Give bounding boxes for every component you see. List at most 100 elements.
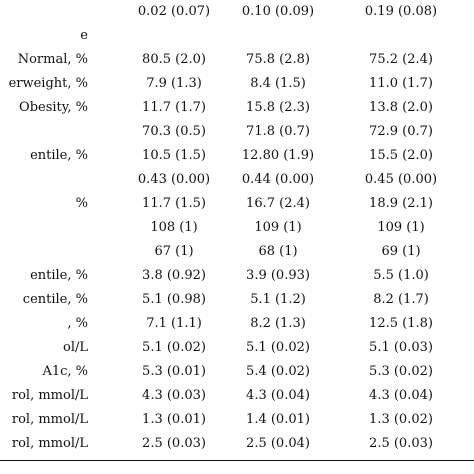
row-label-clip bbox=[0, 120, 88, 144]
table-row: 108 (1) 109 (1) 109 (1) bbox=[0, 216, 474, 240]
table-row: , % 7.1 (1.1) 8.2 (1.3) 12.5 (1.8) bbox=[0, 312, 474, 336]
cell-col-1: 10.5 (1.5) bbox=[142, 148, 206, 163]
cell-col-1: 1.3 (0.01) bbox=[142, 412, 206, 427]
cell-col-3: 0.45 (0.00) bbox=[364, 172, 438, 187]
cell-col-2: 12.80 (1.9) bbox=[241, 148, 315, 163]
row-label: A1c, % bbox=[42, 364, 88, 379]
cell-col-2: 5.4 (0.02) bbox=[246, 364, 310, 379]
cell-col-1: 2.5 (0.03) bbox=[142, 436, 206, 451]
cell-col-2: 5.1 (1.2) bbox=[250, 292, 306, 307]
cell-col-3: 2.5 (0.03) bbox=[369, 436, 433, 451]
cell-col-3: 109 (1) bbox=[377, 220, 425, 235]
cell-col-3: 0.19 (0.08) bbox=[364, 4, 438, 19]
cell-col-1: 67 (1) bbox=[154, 244, 194, 259]
cell-col-1: 7.9 (1.3) bbox=[146, 76, 202, 91]
cell-col-2: 75.8 (2.8) bbox=[246, 52, 310, 67]
cell-col-2: 68 (1) bbox=[258, 244, 298, 259]
row-label-clip bbox=[0, 240, 88, 264]
cell-col-3: 69 (1) bbox=[381, 244, 421, 259]
cell-col-3: 72.9 (0.7) bbox=[369, 124, 433, 139]
cell-col-2: 5.1 (0.02) bbox=[246, 340, 310, 355]
cell-col-3: 4.3 (0.04) bbox=[369, 388, 433, 403]
row-label: rol, mmol/L bbox=[11, 436, 88, 451]
table-row: centile, % 5.1 (0.98) 5.1 (1.2) 8.2 (1.7) bbox=[0, 288, 474, 312]
table-row: 0.02 (0.07) 0.10 (0.09) 0.19 (0.08) bbox=[0, 0, 474, 24]
cell-col-2: 8.2 (1.3) bbox=[250, 316, 306, 331]
cell-col-2: 3.9 (0.93) bbox=[246, 268, 310, 283]
row-label-clip bbox=[0, 0, 88, 24]
table-row: 70.3 (0.5) 71.8 (0.7) 72.9 (0.7) bbox=[0, 120, 474, 144]
row-label-clip: rol, mmol/L bbox=[0, 384, 88, 408]
row-label: ol/L bbox=[63, 340, 88, 355]
table-row: Normal, % 80.5 (2.0) 75.8 (2.8) 75.2 (2.4) bbox=[0, 48, 474, 72]
cell-col-2: 15.8 (2.3) bbox=[246, 100, 310, 115]
table-row: % 11.7 (1.5) 16.7 (2.4) 18.9 (2.1) bbox=[0, 192, 474, 216]
row-label: entile, % bbox=[30, 148, 88, 163]
row-label: Normal, % bbox=[17, 52, 88, 67]
table-row: rol, mmol/L 1.3 (0.01) 1.4 (0.01) 1.3 (0.02… bbox=[0, 408, 474, 432]
cell-col-3: 15.5 (2.0) bbox=[369, 148, 433, 163]
row-label-clip: , % bbox=[0, 312, 88, 336]
row-label-clip: rol, mmol/L bbox=[0, 432, 88, 456]
row-label-clip: centile, % bbox=[0, 288, 88, 312]
cell-col-1: 11.7 (1.7) bbox=[142, 100, 206, 115]
row-label-clip: ol/L bbox=[0, 336, 88, 360]
table-row: rol, mmol/L 4.3 (0.03) 4.3 (0.04) 4.3 (0.04… bbox=[0, 384, 474, 408]
row-label: % bbox=[75, 196, 88, 211]
cell-col-3: 18.9 (2.1) bbox=[369, 196, 433, 211]
cell-col-1: 80.5 (2.0) bbox=[142, 52, 206, 67]
table-row: entile, % 10.5 (1.5) 12.80 (1.9) 15.5 (2.0) bbox=[0, 144, 474, 168]
cell-col-1: 4.3 (0.03) bbox=[142, 388, 206, 403]
table-row: e bbox=[0, 24, 474, 48]
cell-col-3: 8.2 (1.7) bbox=[373, 292, 429, 307]
row-label-clip: entile, % bbox=[0, 264, 88, 288]
table-row: rol, mmol/L 2.5 (0.03) 2.5 (0.04) 2.5 (0.03… bbox=[0, 432, 474, 456]
cell-col-1: 0.02 (0.07) bbox=[137, 4, 211, 19]
table-row: A1c, % 5.3 (0.01) 5.4 (0.02) 5.3 (0.02) bbox=[0, 360, 474, 384]
row-label: centile, % bbox=[22, 292, 88, 307]
row-label: erweight, % bbox=[8, 76, 88, 91]
cell-col-3: 5.3 (0.02) bbox=[369, 364, 433, 379]
table-row: Obesity, % 11.7 (1.7) 15.8 (2.3) 13.8 (2.0) bbox=[0, 96, 474, 120]
cell-col-3: 1.3 (0.02) bbox=[369, 412, 433, 427]
cell-col-2: 109 (1) bbox=[254, 220, 302, 235]
cell-col-1: 7.1 (1.1) bbox=[146, 316, 202, 331]
row-label: rol, mmol/L bbox=[11, 412, 88, 427]
row-label-clip: rol, mmol/L bbox=[0, 408, 88, 432]
row-label-clip: entile, % bbox=[0, 144, 88, 168]
row-label-clip: Normal, % bbox=[0, 48, 88, 72]
cell-col-1: 5.1 (0.98) bbox=[142, 292, 206, 307]
cell-col-3: 11.0 (1.7) bbox=[369, 76, 433, 91]
row-label-clip: Obesity, % bbox=[0, 96, 88, 120]
cell-col-1: 5.3 (0.01) bbox=[142, 364, 206, 379]
table-bottom-rule bbox=[0, 460, 474, 461]
cell-col-3: 13.8 (2.0) bbox=[369, 100, 433, 115]
row-label: e bbox=[80, 28, 88, 43]
cell-col-1: 5.1 (0.02) bbox=[142, 340, 206, 355]
row-label-clip: A1c, % bbox=[0, 360, 88, 384]
cell-col-3: 5.5 (1.0) bbox=[373, 268, 429, 283]
cell-col-1: 3.8 (0.92) bbox=[142, 268, 206, 283]
table-row: ol/L 5.1 (0.02) 5.1 (0.02) 5.1 (0.03) bbox=[0, 336, 474, 360]
cell-col-2: 2.5 (0.04) bbox=[246, 436, 310, 451]
cell-col-3: 5.1 (0.03) bbox=[369, 340, 433, 355]
cell-col-2: 4.3 (0.04) bbox=[246, 388, 310, 403]
cell-col-2: 1.4 (0.01) bbox=[246, 412, 310, 427]
row-label: , % bbox=[67, 316, 88, 331]
row-label: Obesity, % bbox=[19, 100, 88, 115]
row-label-clip: e bbox=[0, 24, 88, 48]
cell-col-3: 12.5 (1.8) bbox=[369, 316, 433, 331]
table-row: 0.43 (0.00) 0.44 (0.00) 0.45 (0.00) bbox=[0, 168, 474, 192]
table-row: entile, % 3.8 (0.92) 3.9 (0.93) 5.5 (1.0) bbox=[0, 264, 474, 288]
cell-col-2: 8.4 (1.5) bbox=[250, 76, 306, 91]
cell-col-1: 0.43 (0.00) bbox=[137, 172, 211, 187]
cell-col-3: 75.2 (2.4) bbox=[369, 52, 433, 67]
cell-col-1: 11.7 (1.5) bbox=[142, 196, 206, 211]
row-label-clip bbox=[0, 216, 88, 240]
cell-col-2: 0.44 (0.00) bbox=[241, 172, 315, 187]
table-row: erweight, % 7.9 (1.3) 8.4 (1.5) 11.0 (1.7) bbox=[0, 72, 474, 96]
cell-col-2: 16.7 (2.4) bbox=[246, 196, 310, 211]
row-label: rol, mmol/L bbox=[11, 388, 88, 403]
row-label-clip: erweight, % bbox=[0, 72, 88, 96]
